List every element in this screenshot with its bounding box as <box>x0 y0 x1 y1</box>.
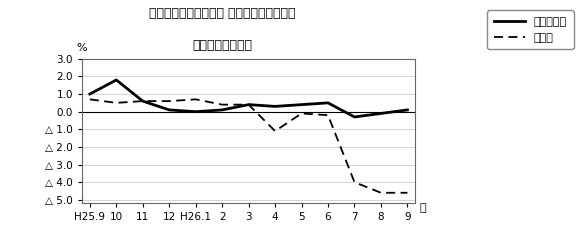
調査産業計 <box>271 105 278 108</box>
調査産業計 <box>113 78 120 81</box>
製造業 <box>377 191 384 194</box>
製造業 <box>113 101 120 104</box>
製造業 <box>87 98 94 101</box>
調査産業計 <box>87 93 94 96</box>
製造業 <box>192 98 199 101</box>
Line: 調査産業計: 調査産業計 <box>90 80 407 117</box>
調査産業計 <box>139 100 146 103</box>
製造業 <box>351 181 358 184</box>
製造業 <box>325 114 332 117</box>
製造業 <box>245 103 252 106</box>
調査産業計 <box>166 109 173 111</box>
Text: %: % <box>77 43 87 53</box>
製造業 <box>271 130 278 133</box>
調査産業計 <box>377 112 384 115</box>
Text: 第３図　常用雇用指数 対前年同月比の推移: 第３図 常用雇用指数 対前年同月比の推移 <box>149 7 295 20</box>
調査産業計 <box>245 103 252 106</box>
調査産業計 <box>351 115 358 118</box>
製造業 <box>219 103 226 106</box>
Line: 製造業: 製造業 <box>90 99 407 193</box>
Text: 月: 月 <box>419 203 426 213</box>
Text: （規模５人以上）: （規模５人以上） <box>192 39 252 52</box>
製造業 <box>166 100 173 103</box>
調査産業計 <box>298 103 305 106</box>
製造業 <box>404 191 411 194</box>
調査産業計 <box>192 110 199 113</box>
製造業 <box>139 100 146 103</box>
調査産業計 <box>219 109 226 111</box>
調査産業計 <box>325 101 332 104</box>
製造業 <box>298 112 305 115</box>
Legend: 調査産業計, 製造業: 調査産業計, 製造業 <box>487 11 574 49</box>
調査産業計 <box>404 109 411 111</box>
